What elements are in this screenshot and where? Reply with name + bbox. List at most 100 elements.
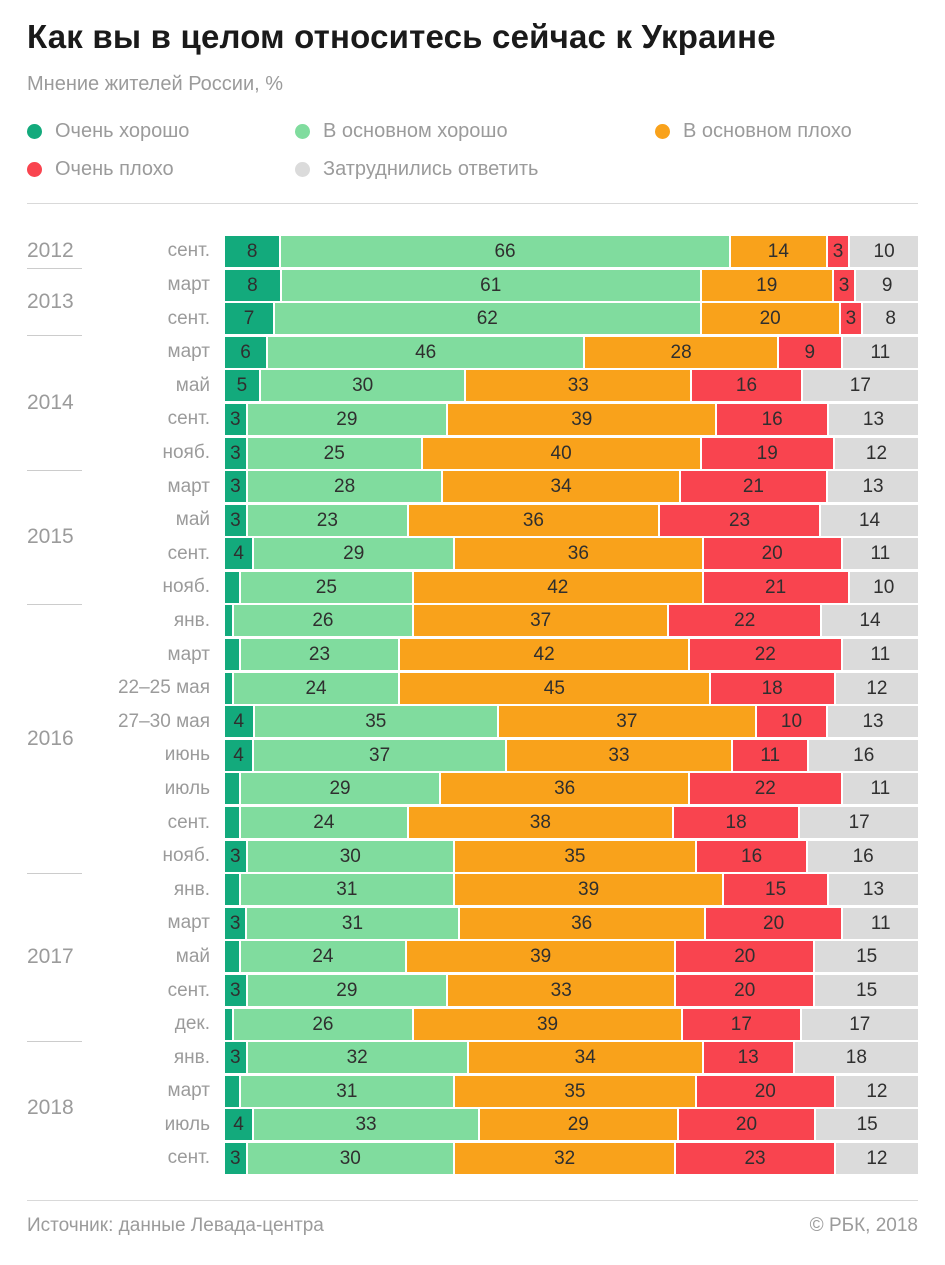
bar-segment-mostly_good: 26: [233, 605, 412, 637]
bar-segment-no_answer: 11: [842, 336, 918, 368]
bar-segment-no_answer: 12: [834, 437, 918, 469]
legend-item-very_good: Очень хорошо: [27, 120, 295, 143]
month-label: март: [167, 274, 210, 296]
bar-segment-very_good: [225, 807, 239, 839]
month-label: нояб.: [162, 442, 210, 463]
bar-segment-very_bad: 21: [680, 471, 827, 503]
segment-value: 18: [845, 1047, 867, 1069]
segment-value: 17: [848, 812, 870, 834]
bar-row: май 3 23 36 23 14: [97, 504, 918, 536]
segment-value: 3: [229, 408, 241, 430]
bar-segment-very_bad: 9: [778, 336, 841, 368]
segment-value: 6: [240, 341, 251, 363]
year-cell: 2013: [27, 270, 97, 336]
month-label: сент.: [167, 307, 210, 329]
bar-segment-very_bad: 23: [659, 504, 820, 536]
bar-row: сент. 4 29 36 20 11: [97, 538, 918, 570]
bar-segment-very_good: [225, 1008, 232, 1040]
stacked-bar: 3 30 35 16 16: [225, 840, 918, 872]
segment-value: 15: [856, 946, 878, 968]
segment-value: 11: [870, 912, 891, 934]
segment-value: 33: [567, 375, 589, 397]
bar-segment-mostly_bad: 36: [441, 773, 688, 805]
bar-segment-mostly_good: 30: [247, 840, 454, 872]
bar-row: март 23 42 22 11: [97, 639, 918, 671]
segment-value: 35: [365, 711, 387, 733]
segment-value: 25: [315, 576, 337, 598]
segment-value: 35: [564, 845, 586, 867]
bar-segment-mostly_bad: 34: [468, 1042, 702, 1074]
bar-segment-very_bad: 16: [717, 403, 827, 435]
bar-row: март 6 46 28 9 11: [97, 336, 918, 368]
year-group-2012: 2012 сент. 8 66 14 3 10: [27, 235, 918, 269]
legend-label: Очень плохо: [55, 157, 174, 180]
segment-value: 35: [564, 1080, 586, 1102]
bar-segment-no_answer: 11: [842, 639, 918, 671]
footer: Источник: данные Левада-центра © РБК, 20…: [27, 1201, 918, 1261]
legend-label: Очень хорошо: [55, 119, 190, 142]
bar-segment-very_good: 7: [225, 303, 273, 335]
rows-container: янв. 3 32 34 13 18 март 31 35 20 12 июль 4 33 29 20 15 се…: [97, 1042, 918, 1174]
bar-segment-very_bad: 19: [701, 437, 833, 469]
bar-row: март 3 31 36 20 11: [97, 907, 918, 939]
segment-value: 16: [853, 744, 875, 766]
bar-segment-very_good: 4: [225, 538, 253, 570]
segment-value: 7: [243, 308, 255, 330]
segment-value: 17: [849, 375, 871, 397]
segment-value: 13: [862, 408, 885, 430]
bar-segment-no_answer: 13: [828, 874, 918, 906]
bar-segment-mostly_bad: 36: [459, 907, 704, 939]
legend: Очень хорошо В основном хорошо В основном …: [27, 120, 918, 181]
bar-segment-very_good: [225, 639, 239, 671]
month-label: июль: [164, 1113, 210, 1135]
bar-segment-mostly_good: 26: [233, 1008, 412, 1040]
bar-row: дек. 26 39 17 17: [97, 1008, 918, 1040]
segment-value: 3: [832, 240, 844, 262]
bar-row: март 31 35 20 12: [97, 1075, 918, 1107]
bar-segment-no_answer: 17: [801, 1008, 918, 1040]
bar-segment-very_good: [225, 571, 239, 603]
stacked-bar: 3 25 40 19 12: [225, 437, 918, 469]
bar-segment-very_good: 3: [225, 840, 246, 872]
bar-segment-mostly_good: 37: [254, 739, 506, 771]
segment-value: 11: [870, 543, 891, 565]
header-divider: [27, 202, 918, 204]
segment-value: 3: [230, 509, 241, 531]
stacked-bar: 3 29 33 20 15: [225, 975, 918, 1006]
segment-value: 19: [756, 442, 778, 464]
segment-value: 17: [730, 1013, 752, 1035]
bar-segment-no_answer: 13: [828, 706, 918, 738]
year-label: 2018: [27, 1096, 74, 1120]
bar-segment-mostly_bad: 37: [498, 706, 755, 738]
bar-segment-no_answer: 14: [822, 605, 918, 637]
bar-segment-very_good: 3: [225, 1042, 246, 1074]
segment-value: 13: [737, 1047, 759, 1069]
stacked-bar: 3 32 34 13 18: [225, 1042, 918, 1074]
rows-container: март 8 61 19 3 9 сент. 7 62 20 3 8: [97, 269, 918, 335]
segment-value: 29: [336, 408, 358, 430]
segment-value: 13: [862, 711, 884, 733]
bar-segment-mostly_bad: 28: [585, 336, 777, 368]
bar-segment-very_bad: 15: [724, 874, 827, 906]
segment-value: 39: [578, 879, 600, 901]
year-group-2014: 2014 март 6 46 28 9 11 май 5 30 33 16 17 сент. 3 29 39 16…: [27, 336, 918, 471]
bar-segment-mostly_good: 31: [240, 1075, 454, 1107]
bar-segment-very_good: 4: [225, 739, 253, 771]
legend-dot-icon: [27, 161, 42, 177]
segment-value: 3: [229, 845, 241, 867]
segment-value: 28: [670, 341, 692, 363]
segment-value: 3: [230, 476, 241, 498]
year-label: 2017: [27, 944, 74, 968]
segment-value: 3: [229, 980, 241, 1001]
bar-segment-mostly_good: 24: [233, 672, 399, 704]
year-cell: 2017: [27, 874, 97, 1042]
chart: 2012 сент. 8 66 14 3 10 2013 март 8 61 19 3 9 сент. 7 62…: [27, 235, 919, 1174]
stacked-bar: 4 29 36 20 11: [225, 538, 918, 570]
segment-value: 18: [725, 812, 747, 834]
month-label: сент.: [167, 979, 210, 1001]
bar-segment-very_bad: 3: [833, 269, 855, 301]
segment-value: 4: [233, 711, 245, 733]
bar-segment-mostly_bad: 39: [448, 403, 716, 435]
rows-container: сент. 8 66 14 3 10: [97, 235, 918, 267]
bar-segment-mostly_good: 24: [240, 941, 406, 973]
